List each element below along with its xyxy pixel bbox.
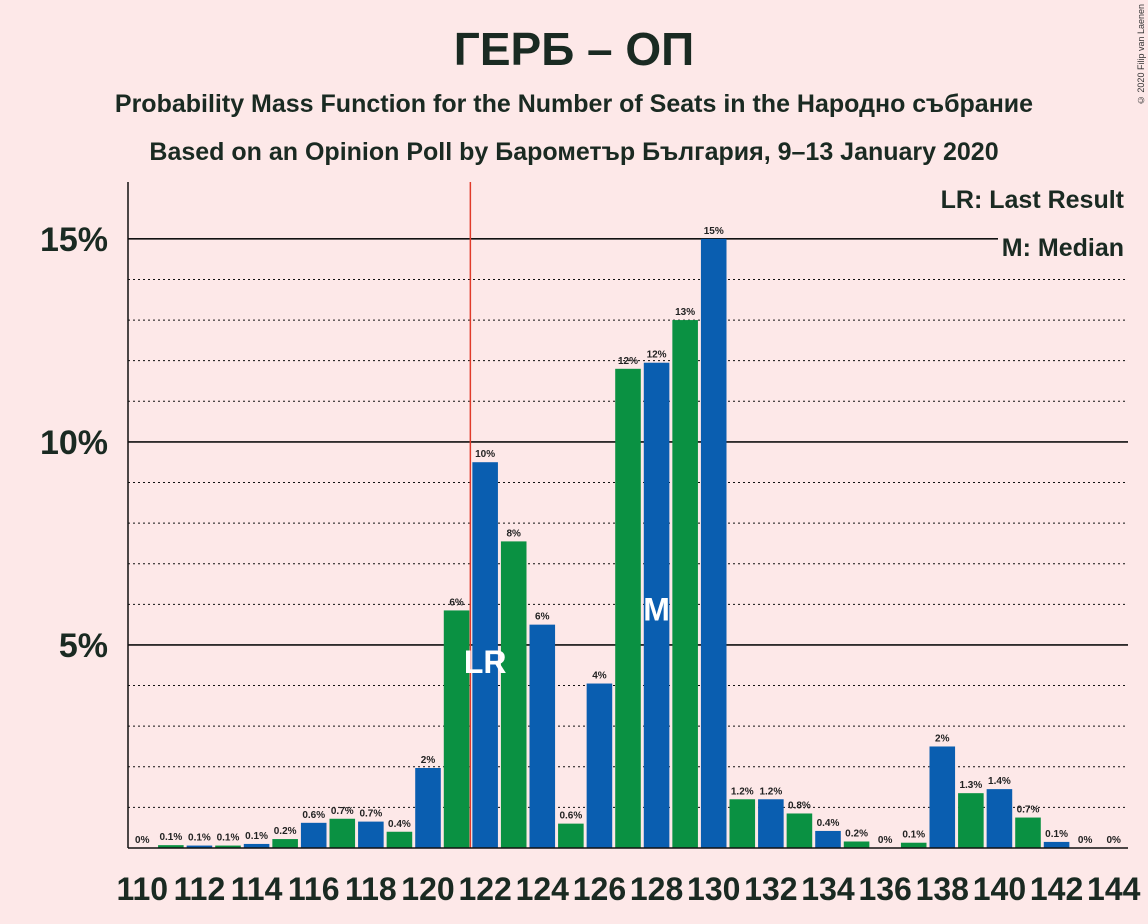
data-label: 0%: [1106, 835, 1121, 846]
data-label: 0.7%: [1017, 805, 1040, 816]
data-label: 4%: [592, 671, 607, 682]
data-label: 0.7%: [359, 809, 382, 820]
y-tick-label: 5%: [59, 627, 108, 665]
bar: [500, 541, 527, 848]
bar: [243, 843, 270, 848]
x-tick-label: 110: [116, 871, 168, 907]
bar: [615, 368, 641, 848]
data-label: 0%: [135, 835, 150, 846]
data-label: 12%: [618, 356, 638, 367]
bar: [1043, 841, 1070, 848]
x-tick-label: 138: [916, 871, 969, 907]
legend-median: M: Median: [997, 232, 1128, 265]
x-tick-label: 144: [1087, 871, 1141, 907]
data-label: 0.1%: [245, 831, 268, 842]
data-label: 6%: [535, 612, 550, 623]
data-label: 0.1%: [159, 832, 182, 843]
chart-subtitle-poll: Based on an Opinion Poll by Барометър Бъ…: [149, 138, 999, 166]
data-label: 0.8%: [788, 800, 811, 811]
data-label: 0.6%: [302, 810, 325, 821]
data-label: 1.3%: [959, 780, 982, 791]
x-tick-label: 122: [458, 871, 511, 907]
y-tick-label: 10%: [40, 424, 108, 462]
data-label: 1.4%: [988, 776, 1011, 787]
bar: [729, 799, 756, 848]
bar: [758, 799, 784, 848]
bar: [700, 238, 727, 849]
bar: [329, 818, 356, 848]
data-label: 2%: [421, 755, 436, 766]
bar: [300, 822, 327, 848]
data-label: 0.2%: [845, 829, 868, 840]
y-tick-label: 15%: [40, 221, 108, 259]
data-label: 0.6%: [559, 811, 582, 822]
x-tick-label: 114: [231, 871, 283, 907]
x-tick-label: 134: [801, 871, 855, 907]
x-tick-label: 142: [1030, 871, 1083, 907]
legend-last-result: LR: Last Result: [936, 184, 1128, 217]
data-label: 0.1%: [188, 833, 211, 844]
data-label: 10%: [475, 449, 495, 460]
x-tick-label: 128: [630, 871, 683, 907]
data-label: 0.1%: [902, 830, 925, 841]
bar: [900, 842, 927, 848]
median-marker: M: [643, 591, 670, 627]
bar: [843, 841, 870, 848]
bar: [815, 830, 841, 848]
data-label: 0%: [1078, 835, 1093, 846]
x-tick-label: 112: [174, 871, 226, 907]
chart-subtitle: Probability Mass Function for the Number…: [114, 90, 1034, 118]
bar: [472, 462, 498, 848]
x-tick-label: 126: [573, 871, 626, 907]
bar: [186, 845, 213, 848]
data-label: 0.4%: [388, 819, 411, 830]
bar: [643, 362, 670, 848]
bar: [386, 831, 413, 848]
x-tick-label: 136: [858, 871, 911, 907]
bar: [929, 746, 956, 848]
data-label: 13%: [675, 307, 695, 318]
data-label: 15%: [704, 226, 724, 237]
data-label: 1.2%: [759, 786, 782, 797]
data-label: 2%: [935, 733, 950, 744]
bar: [586, 683, 613, 848]
data-label: 0.2%: [274, 826, 297, 837]
last-result-marker: LR: [464, 644, 507, 680]
data-label: 1.2%: [731, 786, 754, 797]
bars: 0% 0.1% 0.1% 0.1% 0.1% 0.2% 0.6% 0.7% 0.7% 0.4% 2%…: [135, 226, 1121, 849]
data-label: 0.7%: [331, 806, 354, 817]
bar: [786, 813, 813, 848]
axes: LR M: [127, 182, 1128, 849]
bar: [1015, 817, 1041, 848]
chart-title: ГЕРБ – ОП: [453, 23, 695, 75]
data-label: 12%: [647, 350, 667, 361]
y-tick-labels: 5% 10% 15%: [40, 221, 108, 665]
bar: [443, 610, 470, 848]
bar: [272, 839, 298, 848]
data-label: 0.1%: [1045, 829, 1068, 840]
bar: [158, 845, 184, 848]
x-tick-label: 140: [973, 871, 1026, 907]
x-tick-label: 116: [288, 871, 340, 907]
data-label: 6%: [449, 597, 464, 608]
data-label: 0.1%: [217, 833, 240, 844]
bar: [529, 624, 556, 848]
x-tick-label: 130: [687, 871, 740, 907]
data-label: 8%: [506, 528, 521, 539]
x-tick-label: 124: [516, 871, 570, 907]
x-tick-label: 132: [744, 871, 797, 907]
bar: [415, 767, 441, 848]
bar: [558, 823, 584, 848]
x-tick-label: 120: [401, 871, 454, 907]
data-label: 0%: [878, 835, 893, 846]
data-label: 0.4%: [817, 818, 840, 829]
x-tick-labels: 110 112 114 116 118 120 122 124 126 128 130 132 134 1…: [116, 871, 1140, 907]
bar: [215, 845, 241, 848]
bar: [672, 320, 698, 848]
x-tick-label: 118: [345, 871, 397, 907]
bar: [986, 789, 1013, 848]
bar: [958, 793, 984, 848]
bar: [358, 821, 384, 848]
